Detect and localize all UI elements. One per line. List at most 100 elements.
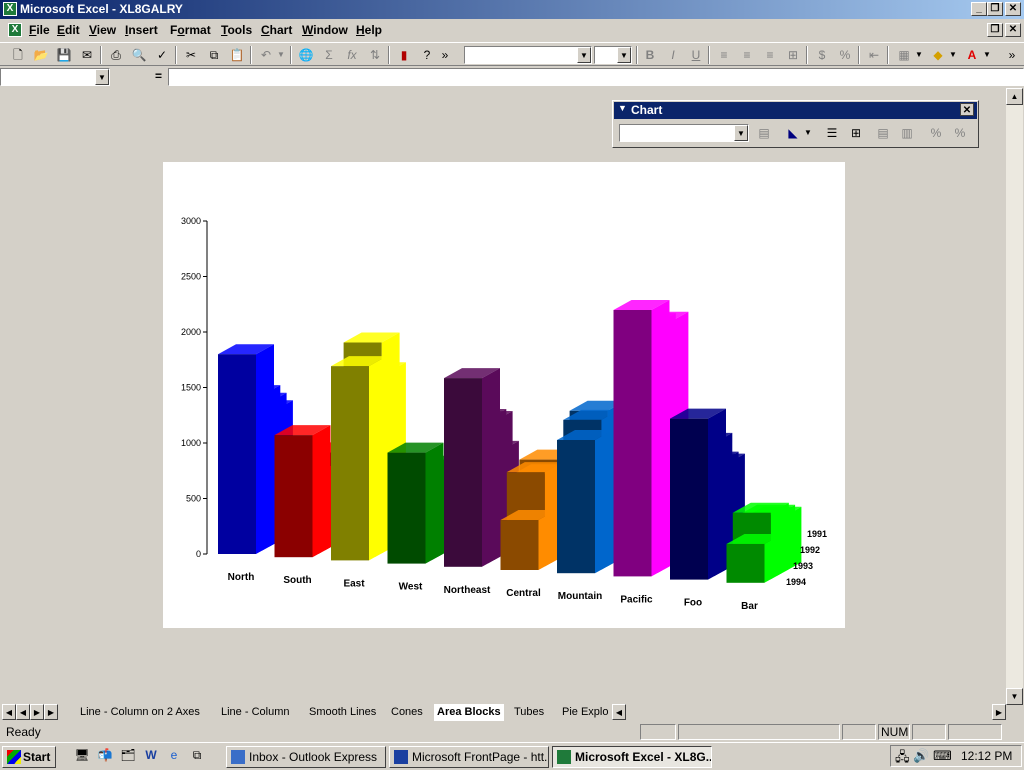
italic-button[interactable]: I: [671, 48, 675, 62]
email-icon[interactable]: ✉: [81, 48, 93, 62]
font-name-combo[interactable]: ▼: [464, 46, 592, 64]
chart-type-icon[interactable]: ◣: [788, 126, 798, 140]
sheet-tab[interactable]: Tubes: [514, 706, 545, 718]
name-box[interactable]: ▼: [0, 68, 110, 86]
data-block[interactable]: [444, 378, 482, 567]
sheet-tab[interactable]: Pie Explo: [562, 706, 609, 718]
explorer-icon[interactable]: 🗂: [120, 748, 136, 762]
chevron-down-icon[interactable]: ▼: [577, 47, 591, 63]
menu-tools[interactable]: Tools: [221, 23, 253, 37]
last-tab-icon[interactable]: ▶: [44, 704, 58, 720]
chevron-down-icon[interactable]: ▼: [734, 125, 748, 141]
sheet-tab[interactable]: Cones: [391, 706, 423, 718]
network-icon[interactable]: 🖧: [895, 749, 910, 764]
underline-button[interactable]: U: [691, 48, 701, 62]
menu-file[interactable]: File: [29, 23, 50, 37]
font-color-icon[interactable]: A: [967, 48, 977, 62]
data-block[interactable]: [218, 354, 256, 554]
menu-chart[interactable]: Chart: [261, 23, 293, 37]
undo-dropdown-icon[interactable]: ▼: [277, 50, 285, 59]
spelling-icon[interactable]: ✓: [156, 48, 168, 62]
menu-view[interactable]: View: [89, 23, 117, 37]
word-icon[interactable]: W: [145, 748, 157, 762]
chart-wizard-icon[interactable]: ▮: [400, 48, 408, 62]
formula-input[interactable]: [168, 68, 1024, 86]
undo-icon[interactable]: ↶: [260, 48, 272, 62]
scroll-down-icon[interactable]: ▼: [1006, 688, 1023, 705]
save-icon[interactable]: 💾: [56, 48, 72, 62]
print-icon[interactable]: ⎙: [111, 48, 121, 62]
autosum-icon[interactable]: Σ: [325, 48, 333, 62]
chart-type-dropdown-icon[interactable]: ▼: [804, 128, 812, 137]
hscroll-left-icon[interactable]: ◀: [612, 704, 626, 720]
align-center-icon[interactable]: ≡: [743, 48, 751, 62]
currency-button[interactable]: $: [818, 48, 826, 62]
chart-area[interactable]: 0 500 1000 1500 2000 2500 3000 North South East W…: [163, 162, 845, 628]
angle-down-icon[interactable]: %: [930, 126, 942, 140]
hscroll-right-icon[interactable]: ▶: [992, 704, 1006, 720]
merge-center-icon[interactable]: ⊞: [787, 48, 799, 62]
menu-edit[interactable]: Edit: [57, 23, 80, 37]
start-button[interactable]: Start: [2, 746, 56, 768]
next-tab-icon[interactable]: ▶: [30, 704, 44, 720]
align-left-icon[interactable]: ≡: [720, 48, 728, 62]
font-color-dropdown-icon[interactable]: ▼: [983, 50, 991, 59]
fill-dropdown-icon[interactable]: ▼: [949, 50, 957, 59]
chart-objects-combo[interactable]: ▼: [619, 124, 749, 142]
data-block[interactable]: [726, 543, 765, 583]
menu-help[interactable]: Help: [356, 23, 383, 37]
data-block[interactable]: [500, 520, 539, 570]
toolbar-more-icon-2[interactable]: »: [1008, 48, 1016, 62]
by-row-icon[interactable]: ▤: [877, 126, 889, 140]
restore-button[interactable]: ❐: [987, 2, 1003, 16]
clock[interactable]: 12:12 PM: [961, 749, 1013, 763]
task-outlook[interactable]: Inbox - Outlook Express: [226, 746, 386, 768]
internet-explorer-icon[interactable]: e: [170, 748, 178, 762]
menu-insert[interactable]: Insert: [125, 23, 158, 37]
scroll-up-icon[interactable]: ▲: [1006, 88, 1023, 105]
data-block[interactable]: [613, 310, 652, 577]
chart-toolbar-close-button[interactable]: ✕: [960, 103, 974, 116]
legend-icon[interactable]: ☰: [826, 126, 838, 140]
chevron-down-icon[interactable]: ▼: [617, 47, 631, 63]
task-frontpage[interactable]: Microsoft FrontPage - htt...: [389, 746, 549, 768]
sheet-tab[interactable]: Line - Column: [221, 706, 290, 718]
quicklaunch-icon[interactable]: ⧉: [192, 748, 202, 762]
data-block[interactable]: [670, 418, 708, 580]
menu-window[interactable]: Window: [302, 23, 348, 37]
sheet-tab[interactable]: Line - Column on 2 Axes: [80, 706, 200, 718]
borders-icon[interactable]: ▦: [898, 48, 910, 62]
print-preview-icon[interactable]: 🔍: [131, 48, 147, 62]
doc-close-button[interactable]: ✕: [1005, 23, 1021, 37]
open-icon[interactable]: 📂: [33, 48, 49, 62]
volume-icon[interactable]: 🔊: [913, 748, 930, 763]
prev-tab-icon[interactable]: ◀: [16, 704, 30, 720]
task-excel[interactable]: Microsoft Excel - XL8G...: [552, 746, 712, 768]
sort-icon[interactable]: ⇅: [369, 48, 381, 62]
first-tab-icon[interactable]: ◀: [2, 704, 16, 720]
cut-icon[interactable]: ✂: [185, 48, 197, 62]
data-block[interactable]: [387, 452, 426, 564]
toolbar-more-icon[interactable]: »: [441, 48, 449, 62]
by-column-icon[interactable]: ▥: [901, 126, 913, 140]
borders-dropdown-icon[interactable]: ▼: [915, 50, 923, 59]
decrease-indent-icon[interactable]: ⇤: [868, 48, 880, 62]
fill-color-icon[interactable]: ◆: [933, 48, 943, 62]
copy-icon[interactable]: ⧉: [209, 48, 219, 62]
new-icon[interactable]: 🗋: [13, 48, 23, 62]
font-size-combo[interactable]: ▼: [594, 46, 632, 64]
toolbar-menu-icon[interactable]: ▼: [618, 103, 627, 113]
paste-icon[interactable]: 📋: [229, 48, 245, 62]
chevron-down-icon[interactable]: ▼: [95, 69, 109, 85]
align-right-icon[interactable]: ≡: [766, 48, 774, 62]
percent-button[interactable]: %: [839, 48, 851, 62]
format-chart-icon[interactable]: ▤: [758, 126, 770, 140]
data-block[interactable]: [331, 366, 369, 561]
angle-up-icon[interactable]: %: [954, 126, 966, 140]
menu-format[interactable]: Format: [170, 23, 211, 37]
hyperlink-icon[interactable]: 🌐: [298, 48, 314, 62]
function-icon[interactable]: fx: [347, 48, 357, 62]
help-icon[interactable]: ?: [423, 48, 431, 62]
sheet-tab-active[interactable]: Area Blocks: [434, 704, 504, 721]
vertical-scrollbar[interactable]: ▲ ▼: [1006, 88, 1023, 705]
